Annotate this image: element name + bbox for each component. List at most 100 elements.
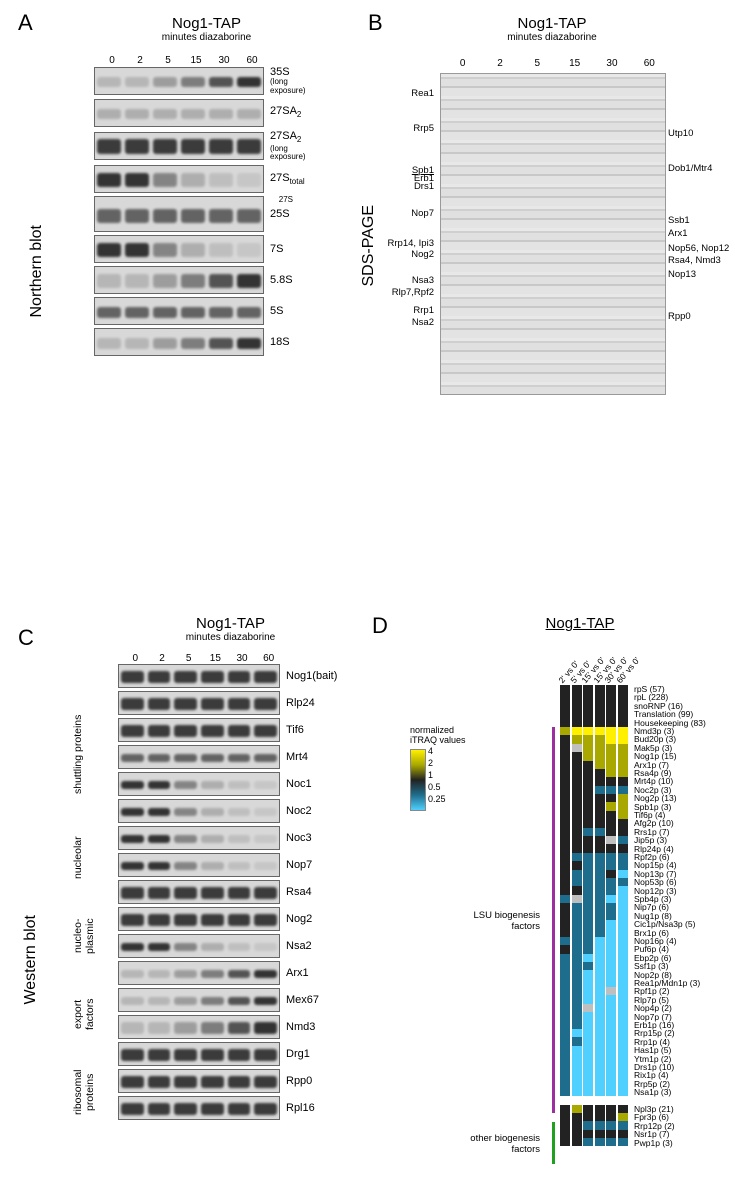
heatmap-cell [583,995,593,1003]
heatmap-row [560,1088,629,1096]
heatmap-cell [595,769,605,777]
heatmap-row [560,702,629,710]
heatmap-cell [583,1113,593,1121]
gel-row-label: Nmd3 [286,1021,315,1033]
timepoint: 60 [238,55,266,66]
heatmap-cell [583,954,593,962]
heatmap-cell [560,912,570,920]
heatmap-cell [618,777,628,785]
heatmap-cell [595,777,605,785]
heatmap-cell [595,970,605,978]
heatmap-row [560,693,629,701]
heatmap-cell [560,987,570,995]
timepoint: 2 [149,653,176,664]
heatmap-row [560,928,629,936]
heatmap-row [560,962,629,970]
sds-label: Nsa3 [412,275,434,286]
heatmap-row [560,769,629,777]
heatmap-cell [560,1021,570,1029]
gel-row-label: Rlp24 [286,697,315,709]
panel-a-gels: 025153060 35S(long exposure)27SA227SA2(l… [94,55,294,359]
heatmap-cell [606,853,616,861]
heatmap-cell [560,811,570,819]
legend-ticks: 4210.50.25 [428,747,446,807]
heatmap-cell [595,937,605,945]
heatmap-row [560,1096,629,1102]
heatmap-cell [572,937,582,945]
heatmap-cell [618,1138,628,1146]
heatmap-cell [595,828,605,836]
heatmap-row [560,811,629,819]
heatmap-row [560,836,629,844]
heatmap-cell [572,970,582,978]
heatmap-row [560,945,629,953]
heatmap-cell [572,1046,582,1054]
heatmap-cell [618,752,628,760]
heatmap-cell [618,1012,628,1020]
heatmap-cell [572,1079,582,1087]
heatmap-cell [606,752,616,760]
heatmap-cell [560,777,570,785]
panel-d-title: Nog1-TAP [520,615,640,632]
heatmap-cell [572,710,582,718]
heatmap-cell [572,786,582,794]
heatmap-cell [583,853,593,861]
gel-row: 18S [94,328,294,356]
heatmap-cell [595,702,605,710]
heatmap-cell [560,945,570,953]
heatmap-row [560,727,629,735]
heatmap-cell [583,1063,593,1071]
heatmap-cell [572,920,582,928]
heatmap-cell [595,1088,605,1096]
sds-label: Rsa4, Nmd3 [668,255,721,266]
heatmap-cell [606,1063,616,1071]
sds-label: Rpp0 [668,311,691,322]
heatmap-cell [595,1012,605,1020]
heatmap-cell [572,702,582,710]
heatmap-cell [572,928,582,936]
gel-row-label: Tif6 [286,724,304,736]
heatmap-cell [618,819,628,827]
heatmap-cell [560,1088,570,1096]
gel-row-label: Nog1(bait) [286,670,337,682]
gel-strip [94,297,264,325]
gel-strip [118,853,280,877]
gel-row: Nsa2 [118,934,348,958]
heatmap-cell [618,1121,628,1129]
gel-strip [94,99,264,127]
heatmap-cell [560,853,570,861]
group-label: ribosomal proteins [72,1053,96,1131]
heatmap-cell [618,836,628,844]
heatmap-cell [606,1037,616,1045]
sds-label: Utp10 [668,128,693,139]
heatmap-row [560,1138,629,1146]
heatmap-cell [606,1105,616,1113]
gel-row: 27Stotal [94,165,294,193]
heatmap-cell [583,794,593,802]
heatmap-cell [560,962,570,970]
heatmap-cell [618,719,628,727]
heatmap-cell [606,995,616,1003]
heatmap-row [560,970,629,978]
heatmap-cell [583,920,593,928]
heatmap-cell [595,1021,605,1029]
panel-label-d: D [372,613,388,639]
heatmap-cell [583,1004,593,1012]
timepoint: 30 [229,653,256,664]
heatmap-cell [606,1071,616,1079]
heatmap-cell [606,954,616,962]
panel-c-ylabel: Western blot [22,915,40,1005]
heatmap-row [560,1046,629,1054]
heatmap-cell [560,979,570,987]
heatmap-row [560,903,629,911]
heatmap-row [560,744,629,752]
panel-c: Nog1-TAP minutes diazaborine Western blo… [40,615,360,643]
heatmap-row [560,1004,629,1012]
gel-row-label: 27Stotal [270,172,305,187]
heatmap-cell [606,819,616,827]
group-label: nucleo- plasmic [72,897,96,975]
heatmap-cell [560,928,570,936]
gel-row: Drg1 [118,1042,348,1066]
timepoint: 15 [556,58,593,69]
heatmap-cell [583,1054,593,1062]
